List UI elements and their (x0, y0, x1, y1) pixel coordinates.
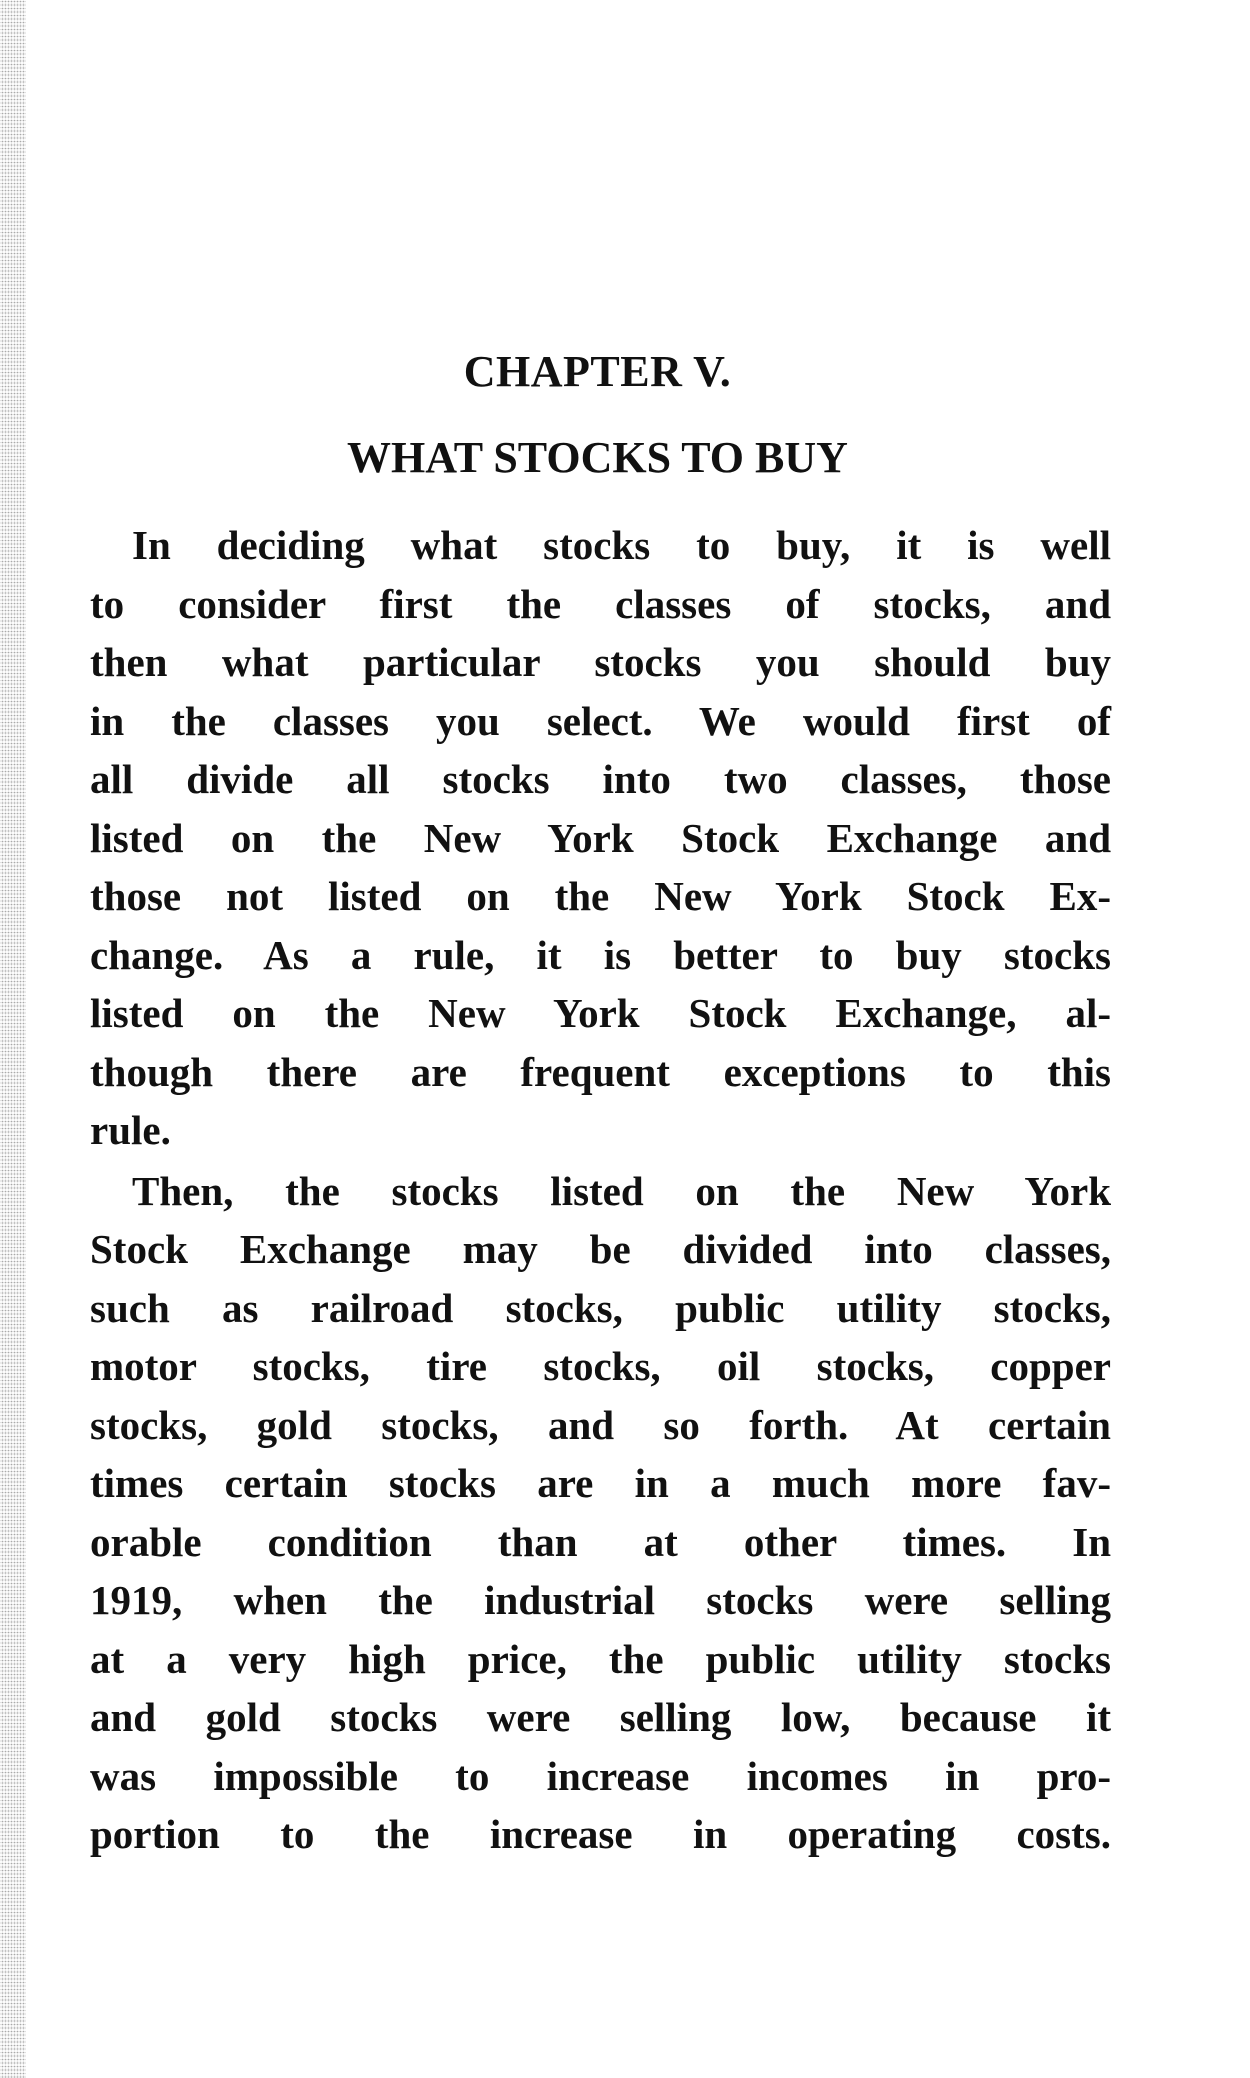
paragraph-2: Then, the stocks listed on the New York … (90, 1162, 1111, 1864)
text-line: and gold stocks were selling low, becaus… (90, 1694, 1111, 1740)
text-line: change. As a rule, it is better to buy s… (90, 931, 1111, 978)
text-line: such as railroad stocks, public utility … (90, 1284, 1111, 1331)
text-line: orable condition than at other times. In (90, 1518, 1111, 1565)
text-line: listed on the New York Stock Exchange, a… (90, 990, 1111, 1036)
text-line: though there are frequent exceptions to … (90, 1048, 1111, 1095)
text-line: those not listed on the New York Stock E… (90, 873, 1111, 919)
text-line: times certain stocks are in a much more … (90, 1460, 1111, 1506)
text-line: portion to the increase in operating cos… (90, 1811, 1111, 1857)
chapter-body: In deciding what stocks to buy, it is we… (90, 516, 1111, 1864)
text-line: listed on the New York Stock Exchange an… (90, 814, 1111, 861)
text-line: stocks, gold stocks, and so forth. At ce… (90, 1401, 1111, 1448)
text-line: Stock Exchange may be divided into class… (90, 1226, 1111, 1272)
text-line: at a very high price, the public utility… (90, 1635, 1111, 1682)
text-line: in the classes you select. We would firs… (90, 697, 1111, 744)
text-line: Then, the stocks listed on the New York (132, 1167, 1111, 1214)
text-line: rule. (90, 1107, 171, 1153)
chapter-title: WHAT STOCKS TO BUY (347, 433, 848, 482)
text-line: then what particular stocks you should b… (90, 639, 1111, 685)
paragraph-1: In deciding what stocks to buy, it is we… (90, 516, 1111, 1160)
text-line: all divide all stocks into two classes, … (90, 756, 1111, 802)
text-line: motor stocks, tire stocks, oil stocks, c… (90, 1343, 1111, 1389)
text-line: In deciding what stocks to buy, it is we… (132, 522, 1111, 568)
chapter-number: CHAPTER V. (463, 347, 732, 396)
text-line: 1919, when the industrial stocks were se… (90, 1577, 1111, 1623)
text-line: to consider first the classes of stocks,… (90, 580, 1111, 627)
text-line: was impossible to increase incomes in pr… (90, 1752, 1111, 1799)
page-edge-scan-texture (0, 0, 26, 2078)
